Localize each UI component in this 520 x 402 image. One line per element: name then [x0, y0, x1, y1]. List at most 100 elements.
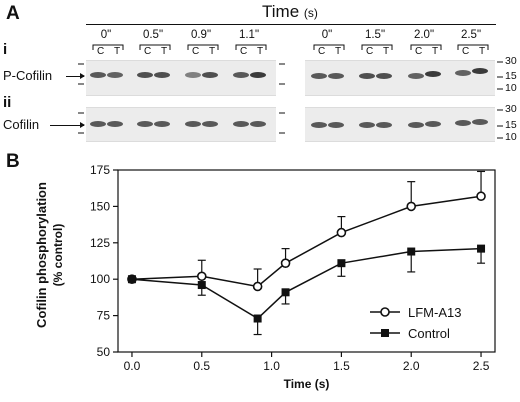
- mw-marker-30: 30: [505, 55, 517, 67]
- p-cofilin-band: [90, 72, 106, 78]
- blot-row-i-left: [86, 60, 276, 96]
- p-cofilin-band: [154, 72, 170, 78]
- mw-marker-10: 10: [505, 131, 517, 143]
- cofilin-band: [107, 121, 123, 127]
- data-point-lfm-a13: [196, 271, 207, 282]
- cofilin-band: [359, 122, 375, 128]
- legend-marker: [380, 307, 390, 317]
- cofilin-band: [311, 122, 327, 128]
- lane-c-label: C: [366, 46, 374, 57]
- p-cofilin-band: [311, 73, 327, 79]
- lane-c-label: C: [415, 46, 423, 57]
- p-cofilin-arrow: [66, 76, 84, 77]
- panel-b-letter: B: [6, 151, 20, 172]
- cofilin-band: [250, 121, 266, 127]
- cofilin-band: [233, 121, 249, 127]
- mw-marker-15: 15: [505, 70, 517, 82]
- mw-marker-15: 15: [505, 119, 517, 131]
- time-title-word: Time: [262, 2, 300, 21]
- p-cofilin-band: [137, 72, 153, 78]
- p-cofilin-band: [376, 73, 392, 79]
- cofilin-band: [185, 121, 201, 127]
- legend-label: LFM-A13: [408, 305, 461, 320]
- lane-c-label: C: [240, 46, 248, 57]
- time-title-rule: [86, 24, 496, 25]
- p-cofilin-band: [202, 72, 218, 78]
- y-tick-label: 50: [97, 345, 111, 359]
- lane-c-label: C: [318, 46, 326, 57]
- data-point-lfm-a13: [476, 191, 486, 202]
- row-ii-roman: ii: [3, 94, 12, 111]
- data-point-control: [281, 288, 290, 297]
- cofilin-phosphorylation-chart: 50 75 100 125 150 175 0.0 0.5 1.0 1.5 2.0 2.5 Cofili…: [34, 163, 496, 391]
- p-cofilin-band: [328, 73, 344, 79]
- lane-c-label: C: [97, 46, 105, 57]
- cofilin-band: [90, 121, 106, 127]
- data-point-control: [477, 244, 486, 253]
- mw-marker-10: 10: [505, 82, 517, 94]
- lane-t-label: T: [209, 46, 216, 57]
- p-cofilin-band: [425, 71, 441, 77]
- cofilin-band: [202, 121, 218, 127]
- x-tick-label: 1.5: [333, 359, 350, 373]
- p-cofilin-band: [233, 72, 249, 78]
- data-point-control: [337, 259, 346, 268]
- data-point-control: [253, 314, 262, 323]
- time-label-right-2: 2.0": [413, 29, 435, 41]
- time-label-left-3: 1.1": [238, 29, 260, 41]
- data-point-lfm-a13: [252, 281, 263, 292]
- legend-label: Control: [408, 326, 450, 341]
- plot-frame: [117, 169, 496, 353]
- mw-marker-30: 30: [505, 103, 517, 115]
- x-tick-label: 0.5: [193, 359, 210, 373]
- cofilin-band: [408, 122, 424, 128]
- p-cofilin-band: [472, 68, 488, 74]
- y-tick-label: 175: [90, 163, 110, 177]
- lane-c-label: C: [192, 46, 200, 57]
- lane-c-label: C: [144, 46, 152, 57]
- y-tick-label: 75: [97, 309, 111, 323]
- panel-a-letter: A: [6, 3, 20, 24]
- p-cofilin-band: [359, 73, 375, 79]
- cofilin-label: Cofilin: [3, 117, 40, 132]
- p-cofilin-band: [408, 73, 424, 79]
- x-tick-label: 1.0: [263, 359, 280, 373]
- cofilin-band: [472, 119, 488, 125]
- cofilin-band: [154, 121, 170, 127]
- time-label-left-0: 0": [100, 29, 112, 41]
- series-line: [131, 195, 482, 288]
- lane-t-label: T: [257, 46, 264, 57]
- time-label-right-1: 1.5": [364, 29, 386, 41]
- p-cofilin-band: [107, 72, 123, 78]
- data-point-lfm-a13: [280, 258, 291, 268]
- lane-label-row: C T C T C T C T C T C T C T C T: [0, 47, 520, 59]
- cofilin-band: [137, 121, 153, 127]
- y-tick-label: 125: [90, 236, 110, 250]
- data-point-lfm-a13: [406, 201, 417, 212]
- time-label-right-0: 0": [321, 29, 333, 41]
- lane-t-label: T: [432, 46, 439, 57]
- lane-c-label: C: [462, 46, 470, 57]
- cofilin-arrow: [50, 125, 84, 126]
- time-label-left-2: 0.9": [190, 29, 212, 41]
- x-tick-label: 2.5: [473, 359, 490, 373]
- y-tick-label: 150: [90, 199, 110, 213]
- time-title: Time (s): [262, 3, 318, 20]
- cofilin-band: [455, 120, 471, 126]
- p-cofilin-band: [455, 70, 471, 76]
- time-title-unit: (s): [303, 6, 318, 20]
- lane-t-label: T: [479, 46, 486, 57]
- row-i-roman: i: [3, 41, 8, 58]
- legend-marker: [381, 329, 389, 337]
- cofilin-band: [376, 122, 392, 128]
- lane-t-label: T: [161, 46, 168, 57]
- lane-brackets: [92, 44, 489, 50]
- y-tick-label: 100: [90, 272, 110, 286]
- p-cofilin-band: [250, 72, 266, 78]
- time-label-right-3: 2.5": [460, 29, 482, 41]
- time-label-left-1: 0.5": [142, 29, 164, 41]
- data-point-control: [127, 275, 136, 284]
- cofilin-band: [425, 121, 441, 127]
- y-axis-sublabel: (% control): [51, 224, 65, 287]
- blot-marker-dashes: [78, 61, 503, 139]
